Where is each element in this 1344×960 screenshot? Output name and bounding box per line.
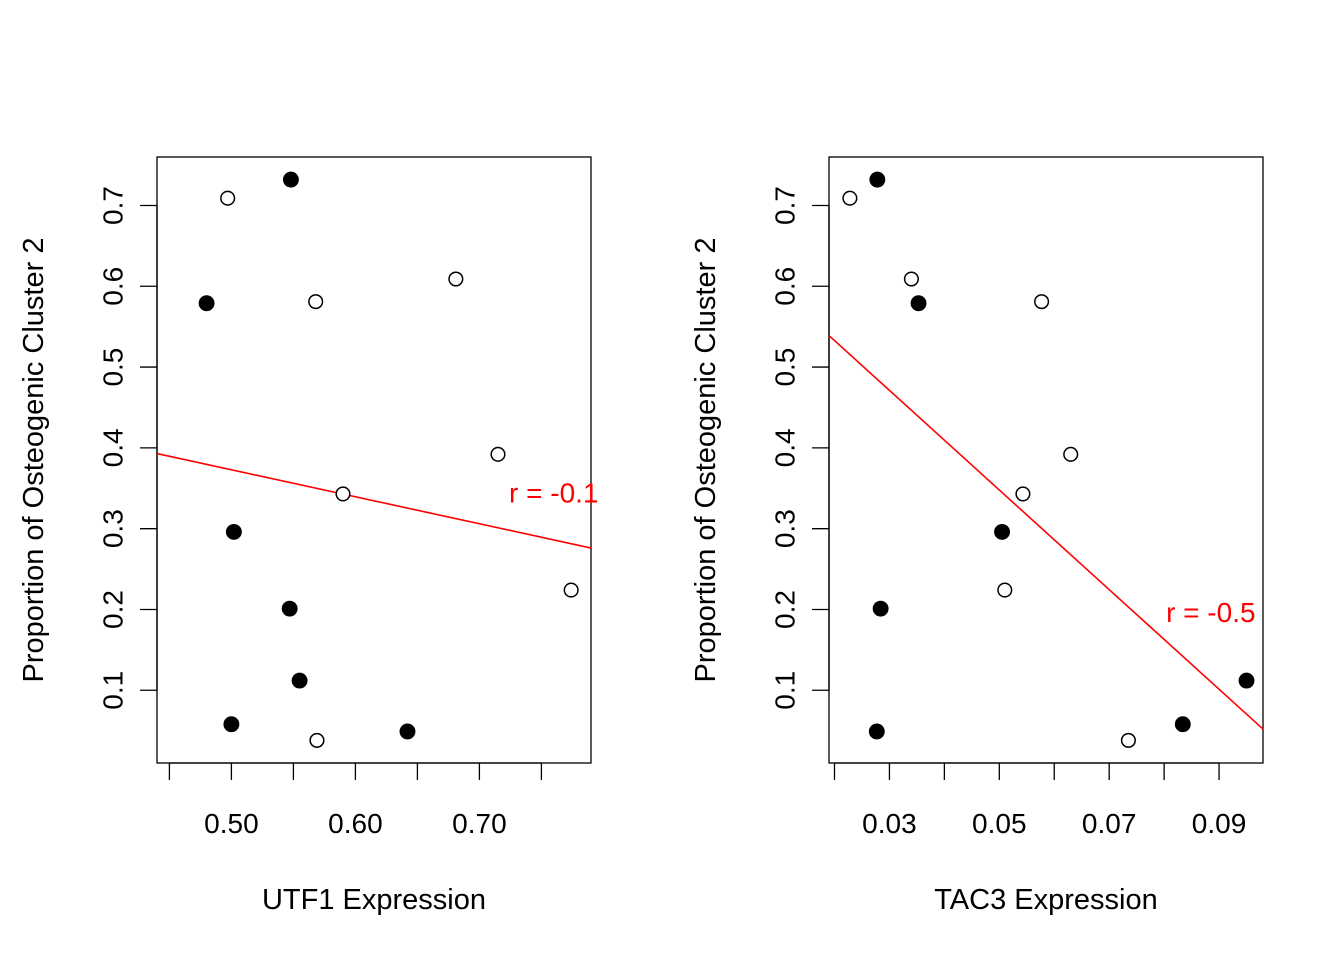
y-tick-label: 0.1 <box>770 671 801 710</box>
x-tick-label: 0.70 <box>452 808 507 839</box>
data-point-filled <box>1174 716 1191 733</box>
y-tick-label: 0.2 <box>98 590 129 629</box>
data-point-filled <box>291 672 308 689</box>
x-tick-label: 0.60 <box>328 808 383 839</box>
data-point-open <box>1034 294 1050 310</box>
data-point-open <box>1063 446 1079 462</box>
correlation-label: r = -0.1 <box>509 478 598 509</box>
data-point-open <box>490 446 506 462</box>
x-axis-label: UTF1 Expression <box>262 884 486 916</box>
x-axis-label: TAC3 Expression <box>934 884 1158 916</box>
tac3-scatter-panel: 0.03 0.05 0.07 0.09 0.1 0.2 0.3 0.4 0.5 0.6 0.7 TAC… <box>690 156 1264 916</box>
data-point-filled <box>399 723 416 740</box>
data-point-open <box>563 582 579 598</box>
data-point-open <box>903 271 919 287</box>
plot-frame <box>828 156 1264 764</box>
y-tick-label: 0.7 <box>770 186 801 225</box>
plot-frame <box>156 156 592 764</box>
data-point-open <box>308 294 324 310</box>
data-point-open <box>1015 486 1031 502</box>
y-tick-label: 0.3 <box>770 509 801 548</box>
y-axis-label: Proportion of Osteogenic Cluster 2 <box>690 238 722 683</box>
x-tick-label: 0.09 <box>1192 808 1247 839</box>
y-tick-label: 0.5 <box>98 348 129 387</box>
data-point-filled <box>223 716 240 733</box>
data-point-open <box>220 190 236 206</box>
x-tick-label: 0.03 <box>862 808 917 839</box>
regression-line <box>828 334 1264 730</box>
data-point-filled <box>1238 672 1255 689</box>
y-tick-label: 0.2 <box>770 590 801 629</box>
data-point-filled <box>994 523 1011 540</box>
data-point-open <box>842 190 858 206</box>
data-point-filled <box>281 600 298 617</box>
data-point-filled <box>225 523 242 540</box>
data-point-open <box>1120 732 1136 748</box>
data-point-open <box>309 732 325 748</box>
data-point-filled <box>868 723 885 740</box>
data-point-filled <box>282 171 299 188</box>
data-point-filled <box>198 295 215 312</box>
data-point-open <box>448 271 464 287</box>
x-tick-label: 0.50 <box>204 808 259 839</box>
data-point-open <box>997 582 1013 598</box>
y-tick-label: 0.7 <box>98 186 129 225</box>
x-tick-label: 0.05 <box>972 808 1027 839</box>
y-tick-label: 0.1 <box>98 671 129 710</box>
y-tick-label: 0.3 <box>98 509 129 548</box>
data-point-filled <box>872 600 889 617</box>
y-tick-label: 0.6 <box>770 267 801 306</box>
regression-line <box>156 452 592 549</box>
y-tick-label: 0.6 <box>98 267 129 306</box>
data-point-open <box>335 486 351 502</box>
data-point-filled <box>869 171 886 188</box>
utf1-scatter-panel: 0.50 0.60 0.70 0.1 0.2 0.3 0.4 0.5 0.6 0.7 UTF1 Ex… <box>18 156 599 916</box>
y-tick-label: 0.4 <box>770 428 801 467</box>
data-point-filled <box>910 295 927 312</box>
correlation-label: r = -0.5 <box>1166 597 1255 628</box>
x-tick-label: 0.07 <box>1082 808 1137 839</box>
y-tick-label: 0.4 <box>98 428 129 467</box>
y-tick-label: 0.5 <box>770 348 801 387</box>
y-axis-label: Proportion of Osteogenic Cluster 2 <box>18 238 50 683</box>
